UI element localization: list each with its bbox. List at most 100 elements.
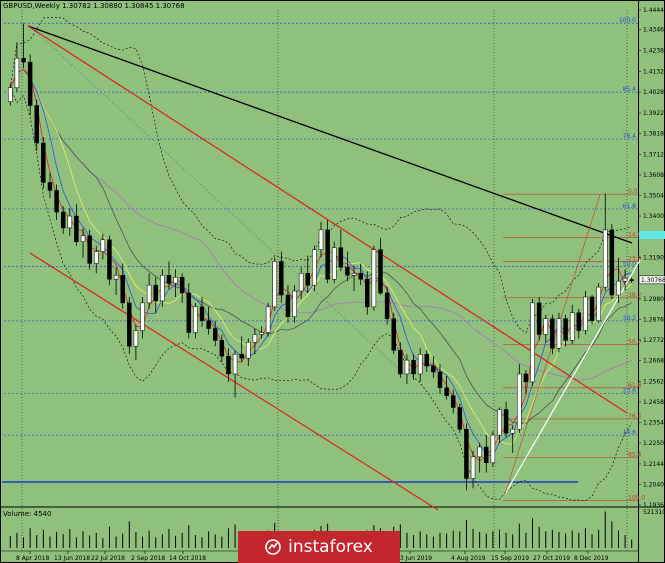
candle-body xyxy=(133,330,139,347)
candle-body xyxy=(206,320,211,329)
current-price-label: 1.30768 xyxy=(641,277,665,284)
candle-body xyxy=(629,279,634,281)
candle-body xyxy=(21,57,26,63)
current-price-tag xyxy=(638,275,665,285)
candle-body xyxy=(384,292,390,319)
candle-body xyxy=(417,353,423,375)
date-tick-label: 15 Sep 2019 xyxy=(491,555,529,562)
candle-body xyxy=(484,446,489,464)
price-tick-label: 1.38180 xyxy=(643,131,665,138)
bollinger-lower-band xyxy=(10,87,632,502)
red-channel-lower xyxy=(29,252,439,511)
instaforex-logo-icon xyxy=(265,539,281,555)
candle-body xyxy=(536,302,542,335)
candle-body xyxy=(8,87,13,102)
candle-body xyxy=(54,190,59,213)
candle-body xyxy=(510,428,515,434)
candle-body xyxy=(146,284,152,304)
price-tick-label: 1.27720 xyxy=(643,337,665,344)
price-tick-label: 1.25620 xyxy=(643,378,665,385)
fib-red-level-label: 76.4 xyxy=(628,413,642,420)
trend-lines xyxy=(27,25,641,511)
volume-axis-max-label: 521310 xyxy=(643,509,665,516)
price-tick-label: 1.35040 xyxy=(643,193,665,200)
fib-blue-level-label: 50.0 xyxy=(623,260,637,267)
candle-body xyxy=(596,286,601,321)
candle-body xyxy=(120,275,125,304)
candle-body xyxy=(457,407,463,430)
candle-body xyxy=(371,249,377,308)
candle-body xyxy=(47,182,53,191)
candle-body xyxy=(398,350,403,375)
candle-body xyxy=(94,251,99,264)
watermark-text: instaforex xyxy=(288,537,373,557)
candle-body xyxy=(437,371,443,389)
candle-body xyxy=(345,267,350,276)
candle-body xyxy=(140,302,145,331)
candle-body xyxy=(232,353,238,375)
price-tick-label: 1.23540 xyxy=(643,420,665,427)
candle-body xyxy=(338,247,344,268)
candle-body xyxy=(351,273,357,276)
date-tick-label: 27 Oct 2019 xyxy=(533,555,570,562)
candle-body xyxy=(252,334,258,343)
white-support-line xyxy=(504,259,641,495)
chart-title: GBPUSD,Weekly 1.30782 1.30880 1.30845 1.… xyxy=(3,2,185,10)
fib-blue-level-label: 23.6 xyxy=(623,388,637,395)
candle-body xyxy=(166,275,172,284)
price-tick-label: 1.31900 xyxy=(643,255,665,262)
candle-body xyxy=(603,229,608,288)
price-tick-label: 1.37120 xyxy=(643,151,665,158)
candle-body xyxy=(259,332,264,335)
candle-body xyxy=(503,409,509,434)
price-tick-label: 1.19360 xyxy=(643,502,665,509)
candle-body xyxy=(279,261,284,296)
candle-body xyxy=(404,359,410,375)
fib-blue-level-label: 14.6 xyxy=(623,429,637,436)
ma-violet-line xyxy=(9,68,632,381)
date-tick-label: 4 Aug 2019 xyxy=(451,555,486,562)
candle-body xyxy=(113,275,119,280)
candle-body xyxy=(358,273,363,280)
blue-dashed-diagonal xyxy=(29,25,401,371)
fib-blue-level-label: 38.2 xyxy=(623,315,637,322)
candle-body xyxy=(490,434,496,464)
fib-red-level-label: 38.2 xyxy=(628,292,642,299)
candle-body xyxy=(292,290,297,317)
fib-blue-level-label: 76.4 xyxy=(623,133,637,140)
ma-yellow-line xyxy=(9,68,632,445)
fib-red-level-label: 100.0 xyxy=(628,495,645,502)
ma-red-line xyxy=(9,68,632,462)
candle-body xyxy=(470,456,476,479)
candle-body xyxy=(576,312,582,331)
price-tick-label: 1.22500 xyxy=(643,440,665,447)
price-tick-label: 1.36080 xyxy=(643,172,665,179)
candle-body xyxy=(563,318,568,341)
watermark-banner[interactable]: instaforex xyxy=(238,531,400,563)
candle-body xyxy=(265,306,271,333)
indicator-lines xyxy=(9,17,632,502)
candle-body xyxy=(285,294,291,317)
candle-body xyxy=(298,273,304,292)
candle-body xyxy=(450,395,456,408)
candle-body xyxy=(543,318,548,335)
fib-blue-level-label: 85.4 xyxy=(623,86,637,93)
candle-body xyxy=(87,235,92,264)
candle-body xyxy=(179,276,185,294)
fib-red-level-label: 61.8 xyxy=(628,382,642,389)
date-axis: 8 Apr 2018 13 Jun 2018 22 Jul 2018 2 Sep 20… xyxy=(16,551,609,562)
candle-body xyxy=(391,318,396,351)
candle-body xyxy=(67,215,73,229)
price-tick-label: 1.44440 xyxy=(643,7,665,14)
candle-body xyxy=(517,373,522,430)
candle-body xyxy=(378,249,383,294)
date-tick-label: 8 Dec 2019 xyxy=(574,555,609,562)
date-tick-label: 13 Jun 2018 xyxy=(54,555,90,562)
candle-body xyxy=(226,355,231,375)
price-tick-label: 1.26680 xyxy=(643,358,665,365)
candle-body xyxy=(589,296,595,321)
fib-red-level-label: 14.6 xyxy=(628,232,642,239)
fib-red-level-label: 23.6 xyxy=(628,256,642,263)
